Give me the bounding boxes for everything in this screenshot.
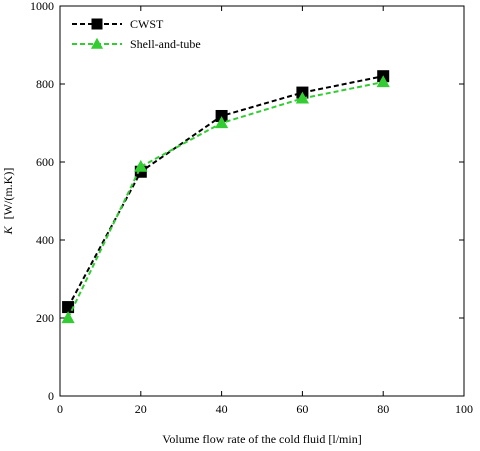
legend-label: Shell-and-tube [130,37,201,51]
legend-item: Shell-and-tube [72,37,201,51]
legend-label: CWST [130,17,164,31]
x-axis-label: Volume flow rate of the cold fluid [l/mi… [162,432,361,446]
x-tick-label: 80 [377,402,389,416]
y-tick-label: 1000 [30,0,54,13]
data-point-triangle [295,91,309,104]
x-tick-label: 0 [57,402,63,416]
y-tick-label: 600 [36,155,54,169]
x-tick-label: 20 [135,402,147,416]
series-shell-and-tube [61,75,390,324]
plot-frame [59,5,465,397]
data-point-triangle [215,116,229,129]
y-axis-label: K [W/(m.K)] [1,168,15,236]
data-point-triangle [90,37,104,49]
legend-item: CWST [72,17,164,31]
series-cwst [62,70,390,314]
y-tick-label: 800 [36,77,54,91]
x-tick-label: 60 [296,402,308,416]
y-axis-label-unit: [W/(m.K)] [1,168,15,220]
x-tick-label: 40 [216,402,228,416]
y-tick-label: 0 [48,389,54,403]
data-point-square [215,109,228,122]
data-point-triangle [376,75,390,88]
y-tick-label: 400 [36,233,54,247]
y-axis-label-symbol: K [1,225,15,235]
data-point-triangle [134,159,148,172]
data-point-square [91,18,103,30]
y-tick-label: 200 [36,311,54,325]
x-tick-label: 100 [455,402,473,416]
data-point-triangle [61,311,75,324]
series-layer [61,70,390,324]
legend: CWST Shell-and-tube [72,17,201,51]
